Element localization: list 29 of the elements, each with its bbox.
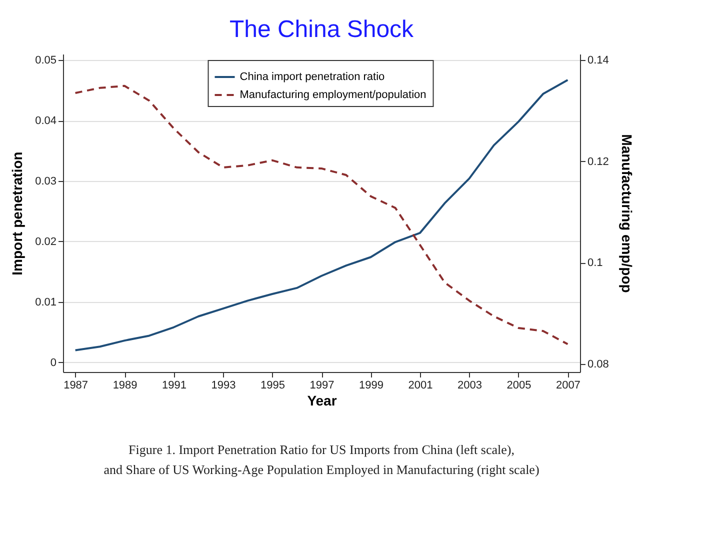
x-tick-label: 1995	[260, 380, 286, 392]
text: and Share of US Working-Age Population Employed in Manufacturing (right scale)	[104, 462, 540, 477]
y-tick-label: 0.02	[35, 236, 56, 248]
x-tick-label: 1997	[310, 380, 334, 392]
y-tick-label: 0.01	[35, 296, 56, 308]
y-axis-title: Import penetration	[9, 152, 26, 276]
x-tick-label: 2003	[457, 380, 482, 392]
y-tick-label: 0.03	[35, 175, 56, 188]
y2-tick-label: 0.12	[588, 156, 609, 168]
y2-tick-label: 0.08	[588, 358, 609, 370]
y-tick-label: 0	[50, 356, 56, 369]
x-tick-label: 1989	[112, 380, 138, 392]
y2-tick-label: 0.1	[588, 257, 603, 270]
x-tick-label: 2005	[506, 380, 532, 392]
y-tick-label: 0.04	[35, 115, 56, 127]
x-tick-label: 1987	[64, 380, 88, 392]
x-tick-label: 1991	[162, 380, 187, 392]
x-axis-title: Year	[307, 392, 338, 408]
legend-label: China import penetration ratio	[240, 71, 385, 83]
y-tick-label: 0.05	[35, 54, 56, 67]
x-tick-label: 1993	[211, 380, 236, 392]
y2-axis-title: Manufacturing emp/pop	[618, 134, 635, 293]
caption: Figure 1. Import Penetration Ratio for US Imports from China (left scale),	[128, 442, 514, 457]
x-tick-label: 2001	[408, 380, 433, 392]
chart-title: The China Shock	[229, 16, 415, 43]
x-tick-label: 1999	[358, 380, 384, 392]
y2-tick-label: 0.14	[588, 54, 609, 67]
legend-label: Manufacturing employment/population	[240, 89, 426, 101]
x-tick-label: 2007	[556, 380, 580, 392]
